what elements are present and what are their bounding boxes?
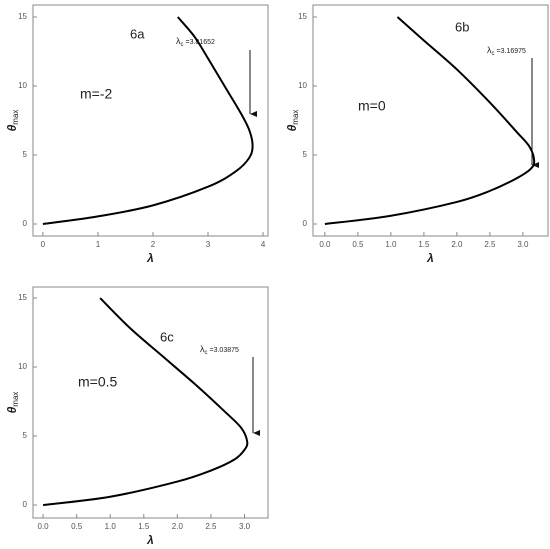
critical-text: =3.81652 — [186, 39, 215, 46]
x-tick-label: 2.0 — [451, 240, 463, 249]
plot-frame — [32, 286, 269, 519]
curve — [42, 16, 254, 225]
plot-frame — [32, 4, 269, 237]
y-tick-label: 10 — [298, 81, 307, 90]
y-label-sub: max — [11, 110, 20, 125]
y-label-sub: max — [291, 110, 300, 125]
x-tick-label: 1.5 — [138, 522, 150, 531]
x-tick-label: 1 — [96, 240, 101, 249]
y-axis-label: θmax — [5, 392, 20, 414]
x-tick-label: 0.0 — [319, 240, 331, 249]
x-tick-label: 0 — [41, 240, 46, 249]
critical-symbol: λ — [200, 344, 205, 354]
y-tick-label: 5 — [23, 150, 28, 159]
y-tick-label: 0 — [23, 219, 28, 228]
critical-sub: c — [181, 42, 184, 48]
x-tick-label: 1.0 — [385, 240, 397, 249]
critical-label: λc =3.03875 — [200, 344, 239, 355]
critical-text: =3.03875 — [210, 347, 239, 354]
y-tick-label: 5 — [303, 150, 308, 159]
x-tick-label: 0.5 — [71, 522, 83, 531]
x-axis-label: λ — [146, 533, 154, 547]
y-tick-label: 15 — [18, 293, 27, 302]
y-tick-label: 15 — [298, 12, 307, 21]
x-tick-label: 3 — [206, 240, 211, 249]
x-axis-label: λ — [426, 251, 434, 265]
critical-sub: c — [492, 51, 495, 57]
y-axis-label: θmax — [285, 110, 300, 132]
curve — [324, 16, 536, 225]
critical-label: λc =3.81652 — [176, 36, 215, 47]
x-tick-label: 2 — [151, 240, 156, 249]
panel-label: 6b — [455, 19, 469, 34]
x-tick-label: 2.5 — [205, 522, 217, 531]
plot-frame — [312, 4, 549, 237]
x-tick-label: 4 — [261, 240, 266, 249]
x-tick-label: 0.5 — [352, 240, 364, 249]
critical-symbol: λ — [487, 45, 492, 55]
y-tick-label: 10 — [18, 362, 27, 371]
parameter-label: m=0 — [358, 98, 386, 114]
x-tick-label: 3.0 — [517, 240, 529, 249]
y-tick-label: 15 — [18, 12, 27, 21]
x-tick-label: 0.0 — [38, 522, 50, 531]
y-label-symbol: θ — [5, 124, 19, 131]
critical-symbol: λ — [176, 36, 181, 46]
x-tick-label: 3.0 — [239, 522, 251, 531]
y-tick-label: 0 — [303, 219, 308, 228]
parameter-label: m=-2 — [80, 86, 113, 102]
critical-label: λc =3.16975 — [487, 45, 526, 56]
y-label-symbol: θ — [285, 124, 299, 131]
x-tick-label: 2.0 — [172, 522, 184, 531]
y-label-symbol: θ — [5, 406, 19, 413]
y-tick-label: 5 — [23, 431, 28, 440]
x-tick-label: 1.0 — [105, 522, 117, 531]
panel-label: 6c — [160, 329, 174, 344]
y-axis-label: θmax — [5, 110, 20, 132]
x-tick-label: 2.5 — [484, 240, 496, 249]
critical-text: =3.16975 — [497, 48, 526, 55]
y-tick-label: 10 — [18, 81, 27, 90]
y-label-sub: max — [11, 392, 20, 407]
x-tick-label: 1.5 — [418, 240, 430, 249]
x-axis-label: λ — [146, 251, 154, 265]
curve — [42, 297, 249, 507]
panel-label: 6a — [130, 26, 145, 41]
parameter-label: m=0.5 — [78, 374, 118, 390]
y-tick-label: 0 — [23, 500, 28, 509]
critical-sub: c — [205, 350, 208, 356]
